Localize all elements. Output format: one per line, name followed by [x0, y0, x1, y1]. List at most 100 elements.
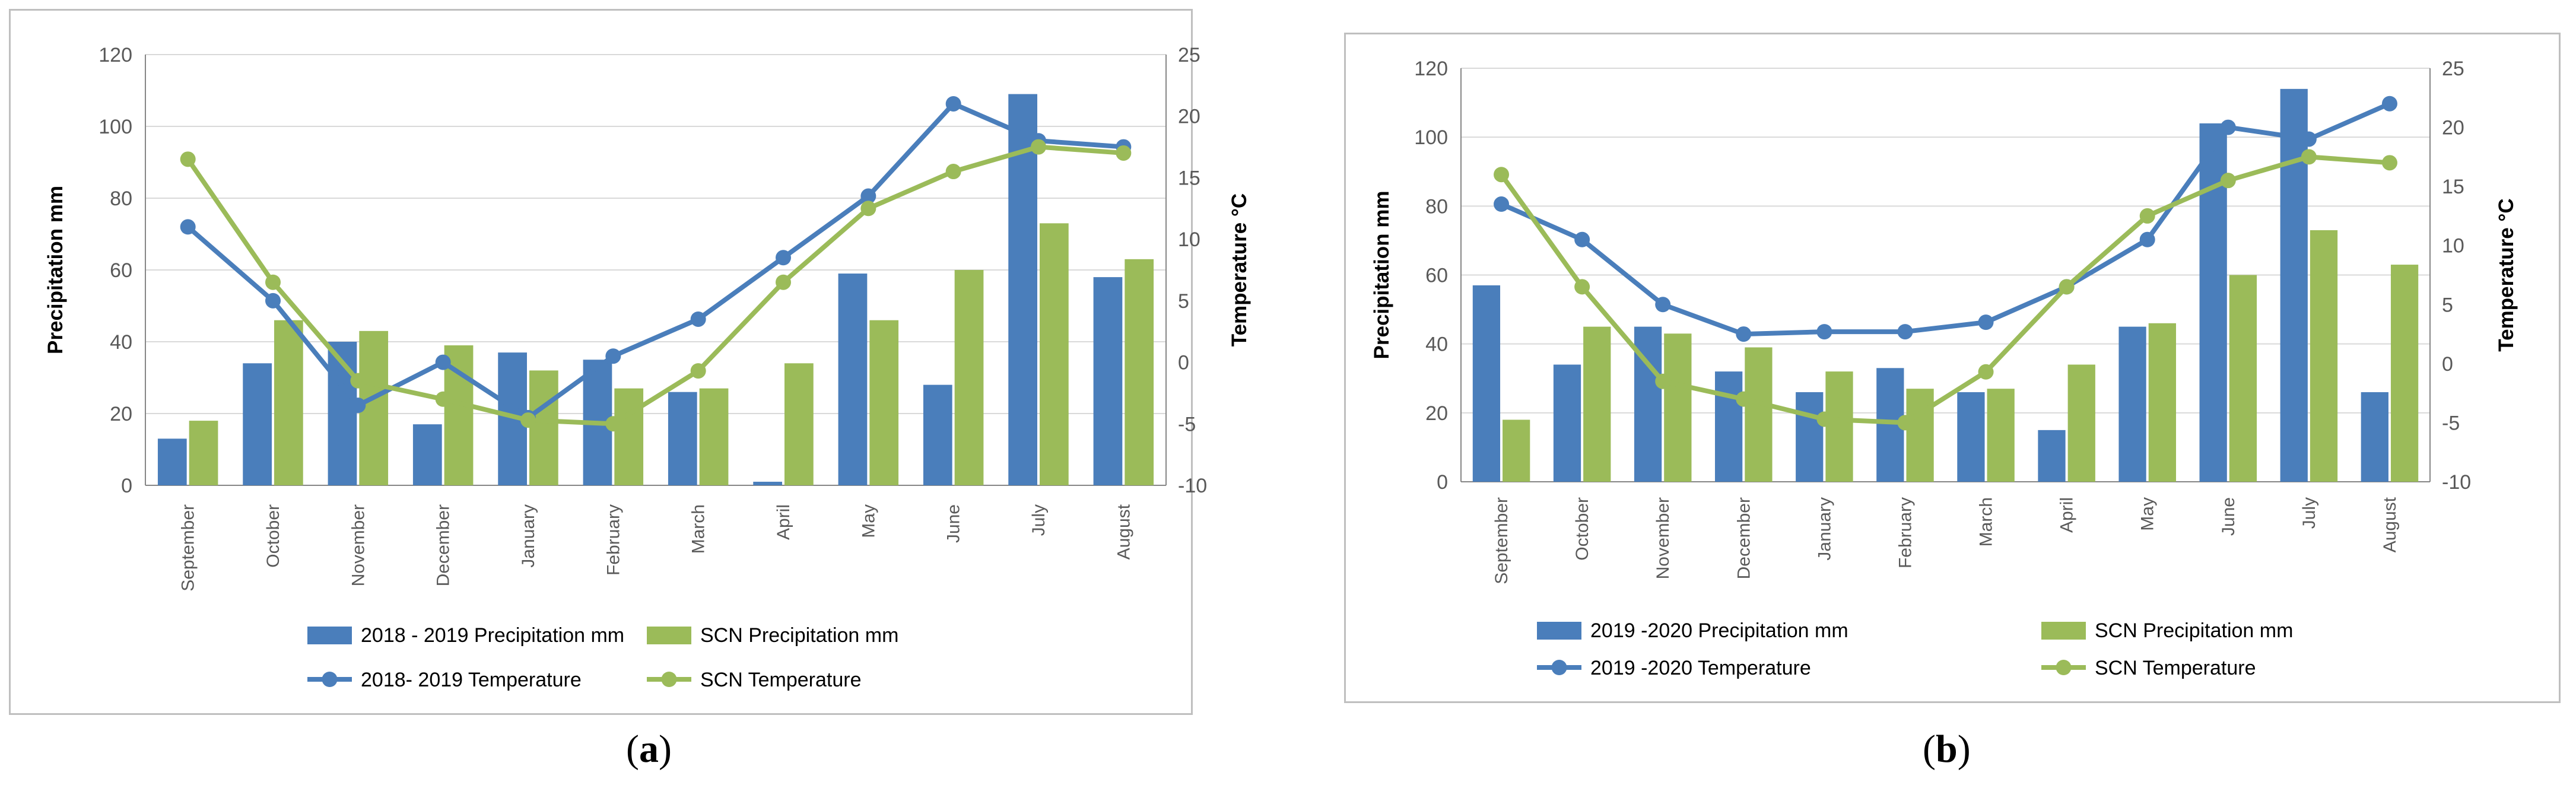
chart-b-line-scn-temperature — [1499, 154, 2390, 425]
chart-b-y-tick-label: 80 — [1425, 195, 1448, 218]
chart-a-bar-observed-precipitation — [668, 392, 697, 485]
chart-b-legend-swatch — [2041, 622, 2086, 640]
chart-b-point-observed-temperature — [1897, 324, 1913, 340]
chart-b-bar-scn-precipitation — [1583, 326, 1611, 482]
chart-b-bar-scn-precipitation — [2067, 364, 2095, 482]
chart-b-x-tick-label: July — [2299, 497, 2319, 529]
chart-a-legend-swatch — [307, 627, 352, 644]
chart-a-bar-observed-precipitation — [838, 274, 868, 485]
chart-b-bar-scn-precipitation — [2310, 230, 2338, 482]
chart-b-bar-observed-precipitation — [1957, 392, 1985, 482]
chart-a-bar-scn-precipitation — [869, 320, 899, 485]
chart-a-y-tick-label: 40 — [110, 331, 132, 354]
chart-a-legend-marker — [661, 672, 677, 687]
chart-a-y-tick-label: 20 — [110, 403, 132, 425]
chart-b-bar-observed-precipitation — [1472, 285, 1501, 482]
chart-b-legend-marker — [2056, 660, 2072, 675]
chart-b-x-tick-label: December — [1734, 497, 1754, 579]
chart-a-x-tick-label: January — [519, 504, 538, 568]
chart-a-bar-scn-precipitation — [1040, 223, 1069, 485]
chart-a-y2-tick-label: -5 — [1178, 413, 1196, 435]
chart-b-y-tick-label: 60 — [1425, 265, 1448, 287]
chart-a-legend-marker — [322, 672, 338, 687]
chart-b-legend-label: 2019 -2020 Precipitation mm — [1590, 619, 1848, 642]
chart-a-point-scn-temperature — [776, 274, 791, 290]
chart-b-x-tick-label: March — [1977, 497, 1996, 546]
chart-b-x-tick-label: October — [1573, 497, 1592, 561]
chart-a-x-tick-label: February — [603, 504, 623, 576]
chart-b-legend-label: SCN Precipitation mm — [2095, 619, 2293, 642]
chart-panel-b — [1344, 33, 2561, 703]
chart-a-y2-axis-title: Temperature °C — [1228, 193, 1251, 346]
chart-b-x-tick-label: April — [2057, 497, 2077, 533]
chart-b-point-scn-temperature — [1574, 279, 1590, 295]
chart-b-point-scn-temperature — [1978, 364, 1994, 380]
chart-a-point-scn-temperature — [520, 412, 536, 428]
chart-b-y2-tick-label: 20 — [2442, 117, 2464, 139]
chart-a-point-scn-temperature — [605, 416, 621, 432]
chart-a-y2-tick-label: 20 — [1178, 106, 1200, 128]
chart-a-bar-scn-precipitation — [274, 320, 303, 485]
chart-b-point-observed-temperature — [1494, 196, 1510, 212]
chart-b-bar-observed-precipitation — [1553, 364, 1581, 482]
chart-a-y-tick-label: 60 — [110, 259, 132, 282]
chart-a-bar-scn-precipitation — [614, 388, 644, 485]
chart-b-bar-observed-precipitation — [2361, 392, 2388, 482]
chart-b-legend-label: SCN Temperature — [2095, 657, 2256, 679]
chart-b-point-observed-temperature — [2381, 96, 2397, 112]
chart-b-bar-scn-precipitation — [1906, 389, 1934, 482]
chart-a-x-tick-label: March — [689, 504, 709, 554]
chart-b-legend-label: 2019 -2020 Temperature — [1590, 657, 1811, 679]
chart-b-x-tick-label: September — [1492, 497, 1511, 584]
chart-a-point-observed-temperature — [776, 250, 791, 266]
chart-a-x-tick-label: October — [263, 504, 283, 568]
chart-b-point-scn-temperature — [2139, 208, 2155, 224]
chart-a-bar-observed-precipitation — [923, 384, 952, 485]
chart-b-bar-scn-precipitation — [1664, 333, 1692, 482]
chart-b-y2-tick-label: 5 — [2442, 294, 2453, 316]
chart-a-y-tick-label: 120 — [99, 44, 132, 66]
chart-a-bar-observed-precipitation — [157, 438, 187, 485]
chart-b-bar-scn-precipitation — [1825, 371, 1853, 482]
chart-a-bar-scn-precipitation — [784, 363, 814, 485]
chart-a-y2-tick-label: 25 — [1178, 44, 1200, 66]
chart-b-point-observed-temperature — [1816, 324, 1832, 340]
chart-a-point-scn-temperature — [1031, 139, 1046, 155]
chart-a-bar-scn-precipitation — [699, 388, 729, 485]
chart-b-y2-tick-label: -5 — [2442, 412, 2460, 434]
chart-a-legend-label: 2018- 2019 Temperature — [361, 669, 582, 691]
chart-a-point-observed-temperature — [435, 354, 451, 370]
chart-b-point-scn-temperature — [1655, 373, 1671, 389]
chart-a-point-observed-temperature — [945, 96, 961, 112]
chart-a-point-scn-temperature — [860, 201, 876, 217]
chart-b-y-axis-title: Precipitation mm — [1370, 191, 1393, 360]
chart-b-y2-tick-label: 25 — [2442, 58, 2464, 80]
chart-a-legend-label: SCN Temperature — [700, 669, 862, 691]
chart-a-point-scn-temperature — [690, 363, 706, 379]
chart-b-y2-tick-label: 10 — [2442, 235, 2464, 257]
chart-a-y2-tick-label: 5 — [1178, 290, 1189, 313]
chart-b-point-scn-temperature — [2381, 155, 2397, 171]
chart-b-bar-observed-precipitation — [2280, 88, 2308, 482]
chart-b-y-tick-label: 100 — [1414, 126, 1448, 149]
chart-b-point-observed-temperature — [2220, 119, 2236, 135]
chart-a-point-observed-temperature — [690, 311, 706, 327]
chart-a-x-tick-label: December — [434, 504, 453, 586]
chart-b-point-observed-temperature — [1574, 231, 1590, 247]
chart-b-bar-observed-precipitation — [2118, 326, 2146, 482]
chart-a-x-tick-label: July — [1029, 504, 1049, 536]
chart-a-x-tick-label: September — [179, 504, 198, 592]
chart-a-y2-tick-label: 15 — [1178, 167, 1200, 189]
chart-a-point-observed-temperature — [860, 188, 876, 204]
chart-a-y-axis-title: Precipitation mm — [44, 186, 67, 354]
chart-a-point-scn-temperature — [1116, 145, 1132, 161]
chart-a-point-scn-temperature — [180, 151, 196, 167]
chart-b-y2-tick-label: 15 — [2442, 176, 2464, 198]
chart-a-x-tick-label: August — [1114, 504, 1133, 559]
chart-a-y-tick-label: 100 — [99, 116, 132, 138]
chart-b-bar-scn-precipitation — [1745, 347, 1773, 482]
chart-a-x-tick-label: November — [348, 504, 368, 586]
chart-a-y-tick-label: 80 — [110, 187, 132, 210]
chart-b-y2-tick-label: 0 — [2442, 353, 2453, 376]
